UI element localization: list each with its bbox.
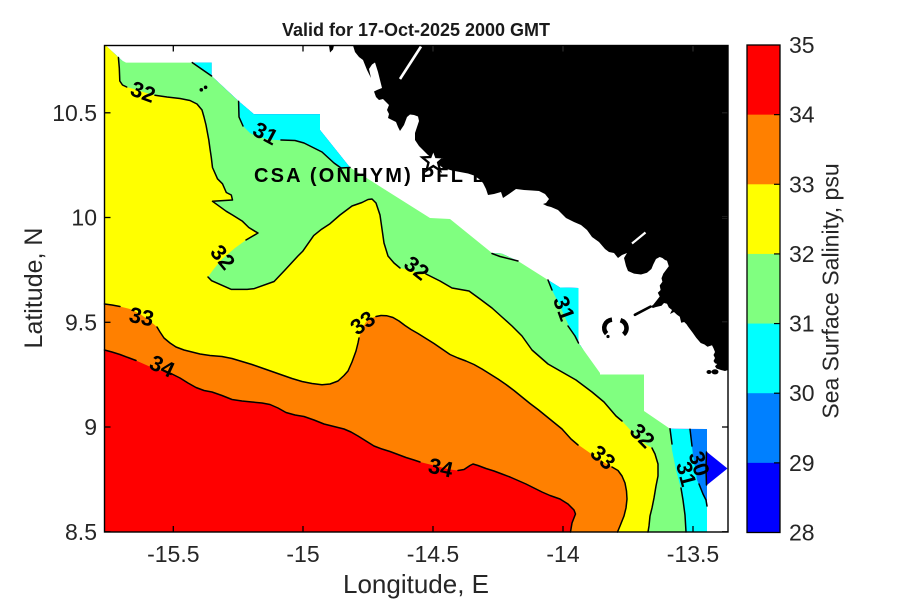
svg-text:-14: -14 [546, 541, 579, 567]
svg-text:33: 33 [127, 302, 156, 332]
svg-text:29: 29 [789, 450, 815, 476]
svg-text:Longitude, E: Longitude, E [343, 569, 489, 599]
svg-text:10: 10 [71, 205, 97, 231]
svg-text:35: 35 [789, 32, 815, 58]
svg-text:Sea Surface Salinity, psu: Sea Surface Salinity, psu [818, 163, 844, 418]
svg-text:28: 28 [789, 520, 815, 546]
svg-text:-13.5: -13.5 [667, 541, 719, 567]
svg-text:9: 9 [84, 414, 97, 440]
svg-text:30: 30 [789, 380, 815, 406]
svg-text:Latitude, N: Latitude, N [20, 228, 48, 349]
svg-text:8.5: 8.5 [65, 519, 97, 545]
svg-text:Valid for 17-Oct-2025 2000 GMT: Valid for 17-Oct-2025 2000 GMT [282, 20, 550, 40]
svg-text:-15.5: -15.5 [147, 541, 199, 567]
svg-text:32: 32 [789, 241, 815, 267]
svg-text:33: 33 [789, 171, 815, 197]
svg-text:9.5: 9.5 [65, 309, 97, 335]
svg-text:31: 31 [789, 311, 815, 337]
svg-text:-15: -15 [286, 541, 319, 567]
svg-text:-14.5: -14.5 [407, 541, 459, 567]
svg-text:34: 34 [789, 102, 815, 128]
svg-text:10.5: 10.5 [52, 100, 97, 126]
